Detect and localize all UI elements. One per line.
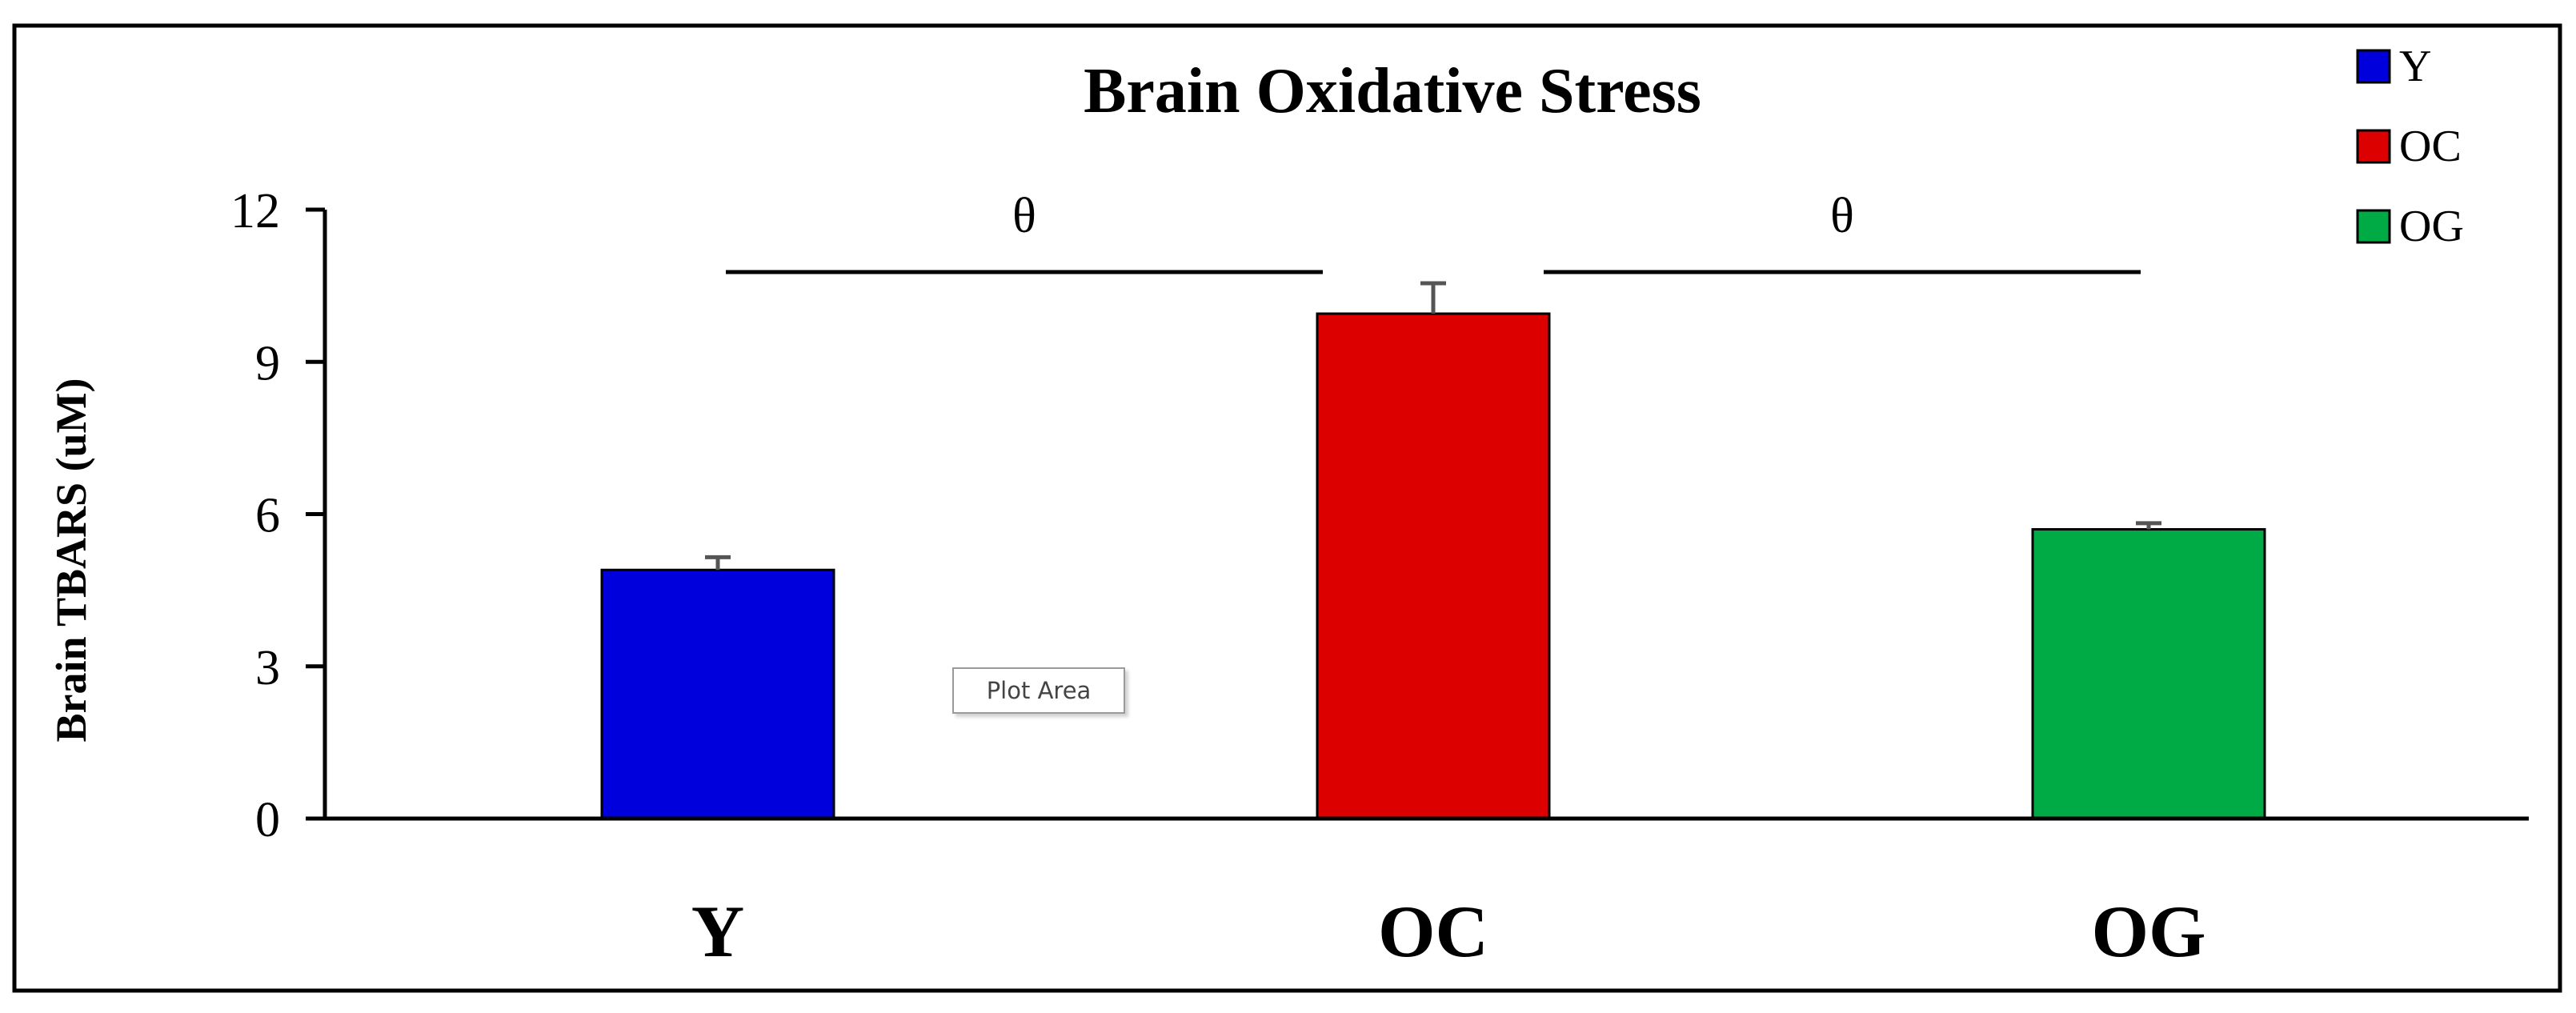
y-axis-label: Brain TBARS (uM) [47,378,95,742]
x-tick-label: OC [1378,891,1488,972]
legend-label: OG [2399,202,2464,251]
bar-y [600,568,835,820]
y-tick-label: 3 [255,641,280,695]
bar-oc [1316,312,1551,820]
y-tick-label: 9 [255,336,280,390]
x-tick-label: Y [691,891,744,972]
plot-area-tooltip: Plot Area [952,667,1125,714]
y-axis-ticks: 0 3 6 9 12 [230,184,325,847]
chart-title: Brain Oxidative Stress [1084,56,1701,126]
y-tick-label: 12 [230,184,280,238]
y-tick-label: 6 [255,489,280,543]
significance-marker: θ [1830,189,1854,243]
legend-swatch [2356,49,2391,84]
legend: Y OC OG [2356,42,2464,251]
legend-label: OC [2399,122,2462,171]
legend-swatch [2356,209,2391,244]
x-axis-labels: Y OC OG [691,891,2206,972]
bars [600,281,2266,820]
legend-label: Y [2399,42,2431,91]
chart-frame [12,23,2562,993]
bar-og [2031,528,2266,820]
x-tick-label: OG [2091,891,2205,972]
y-tick-label: 0 [255,793,280,847]
significance-marker: θ [1012,189,1036,243]
legend-swatch [2356,129,2391,164]
